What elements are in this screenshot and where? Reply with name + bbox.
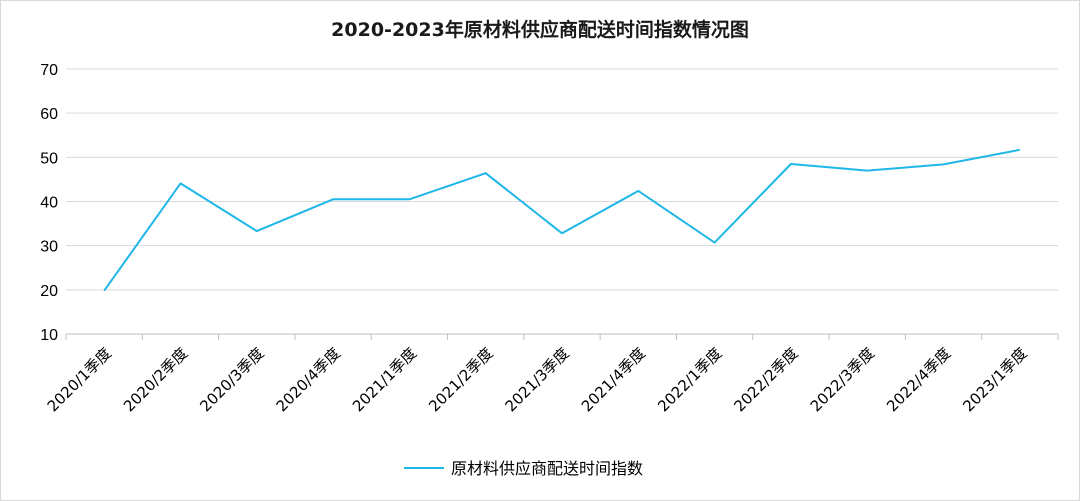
x-tick-label: 2022/1季度 (654, 344, 725, 415)
data-point (561, 232, 563, 234)
x-tick-label: 2023/1季度 (959, 344, 1030, 415)
series-layer (103, 148, 1021, 292)
gridlines (66, 68, 1058, 335)
y-tick-label: 10 (40, 327, 58, 344)
x-tick-label: 2021/1季度 (349, 344, 420, 415)
x-tick-label: 2020/1季度 (44, 344, 115, 415)
data-point (943, 163, 945, 165)
data-point (485, 172, 487, 174)
data-point (179, 182, 181, 184)
y-tick-label: 30 (40, 239, 58, 256)
x-axis-ticks: 2020/1季度 2020/2季度 2020/3季度 2020/4季度 2021/1季度… (44, 334, 1059, 415)
x-tick-label: 2021/2季度 (425, 344, 496, 415)
legend-label: 原材料供应商配送时间指数 (451, 459, 643, 478)
legend: 原材料供应商配送时间指数 (404, 459, 643, 478)
data-point (637, 190, 639, 192)
x-tick-label: 2022/3季度 (807, 344, 878, 415)
data-point (790, 163, 792, 165)
data-point (256, 230, 258, 232)
x-tick-label: 2022/2季度 (730, 344, 801, 415)
x-tick-label: 2021/3季度 (502, 344, 573, 415)
data-point (1019, 149, 1021, 151)
y-tick-label: 20 (40, 283, 58, 300)
x-tick-label: 2020/3季度 (196, 344, 267, 415)
x-tick-label: 2022/4季度 (883, 344, 954, 415)
series-line (103, 148, 1020, 292)
x-tick-label: 2020/2季度 (120, 344, 191, 415)
y-tick-label: 50 (40, 150, 58, 167)
data-point (714, 242, 716, 244)
x-tick-label: 2020/4季度 (273, 344, 344, 415)
y-tick-label: 40 (40, 195, 58, 212)
x-tick-label: 2021/4季度 (578, 344, 649, 415)
y-tick-label: 60 (40, 106, 58, 123)
data-point (332, 198, 334, 200)
y-axis-ticks: 10 20 30 40 50 60 70 (40, 62, 58, 344)
data-point (866, 170, 868, 172)
y-tick-label: 70 (40, 62, 58, 79)
data-point (103, 290, 105, 292)
chart-title: 2020-2023年原材料供应商配送时间指数情况图 (331, 18, 749, 41)
data-point (408, 198, 410, 200)
